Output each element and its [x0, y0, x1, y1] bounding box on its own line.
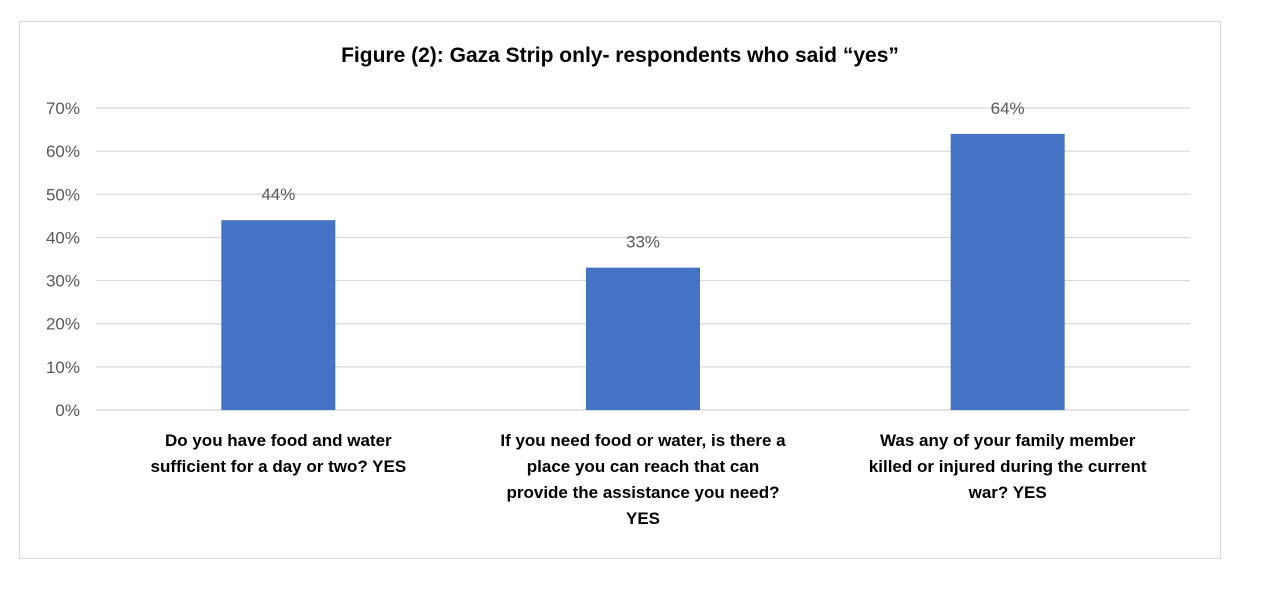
y-tick-label: 10%: [46, 358, 80, 377]
x-category-label-line: Was any of your family member: [879, 431, 1136, 450]
bar: [221, 220, 336, 410]
y-tick-label: 50%: [46, 185, 80, 204]
x-category-label: Do you have food and water sufficient for…: [98, 428, 458, 480]
x-category-label-line: place you can reach that can: [526, 457, 760, 476]
y-tick-label: 70%: [46, 99, 80, 118]
data-label: 33%: [626, 233, 660, 252]
chart-title: Figure (2): Gaza Strip only- respondents…: [341, 44, 899, 67]
y-tick-label: 30%: [46, 272, 80, 291]
x-category-label: Was any of your family member killed or i…: [828, 428, 1188, 506]
bar-layer: [221, 133, 1065, 410]
data-label: 64%: [991, 99, 1025, 118]
x-category-label-line: provide the assistance you need?: [506, 483, 780, 502]
y-tick-label: 60%: [46, 142, 80, 161]
x-category-label-line: YES: [625, 509, 661, 528]
bar: [586, 267, 700, 410]
x-category-label-line: sufficient for a day or two? YES: [150, 457, 407, 476]
y-tick-label: 40%: [46, 228, 80, 247]
x-category-label-line: killed or injured during the current: [868, 457, 1147, 476]
bar: [950, 133, 1065, 410]
y-tick-label: 0%: [55, 401, 80, 420]
data-label: 44%: [261, 185, 295, 204]
x-category-label: If you need food or water, is there a pla…: [463, 428, 823, 532]
label-layer: 0% 10% 20% 30% 40% 50% 60% 70% 44% 33% 64%: [46, 99, 1025, 420]
x-category-label-line: war? YES: [968, 483, 1047, 502]
y-tick-label: 20%: [46, 315, 80, 334]
x-category-label-line: Do you have food and water: [164, 431, 392, 450]
x-category-label-line: If you need food or water, is there a: [500, 431, 786, 450]
